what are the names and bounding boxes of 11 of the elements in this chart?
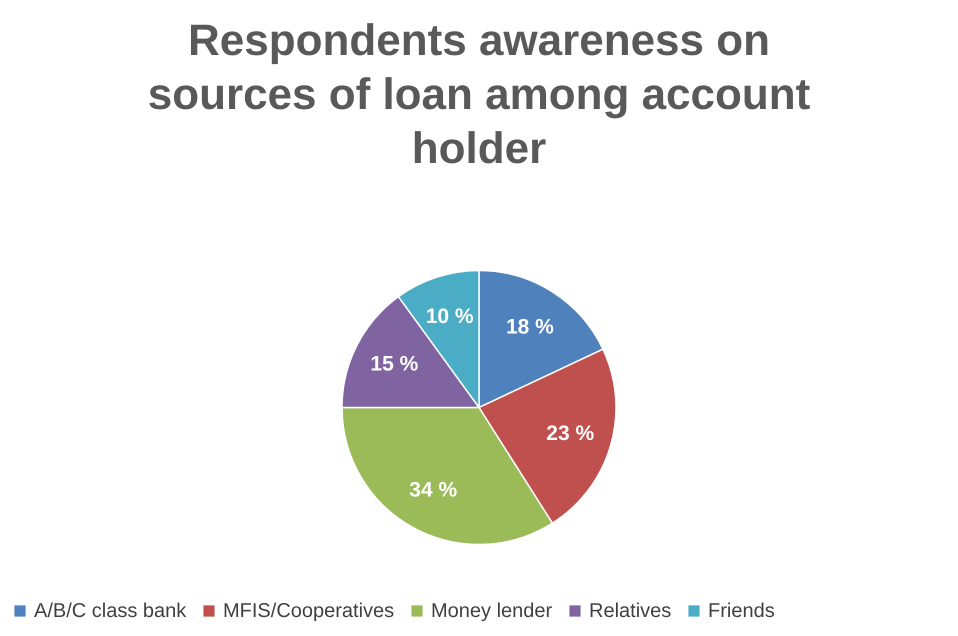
legend-label: Friends xyxy=(708,600,775,622)
legend-label: Money lender xyxy=(431,600,553,622)
legend-label: A/B/C class bank xyxy=(34,600,188,622)
chart-title: Respondents awareness on sources of loan among account holder xyxy=(148,16,811,173)
data-label: 34 % xyxy=(409,478,458,502)
legend-label: MFIS/Cooperatives xyxy=(223,600,394,622)
data-label: 18 % xyxy=(506,315,554,338)
data-label: 15 % xyxy=(370,352,419,376)
legend-label: Relatives xyxy=(589,600,672,622)
data-label: 23 % xyxy=(546,422,594,446)
data-label: 10 % xyxy=(426,305,474,328)
